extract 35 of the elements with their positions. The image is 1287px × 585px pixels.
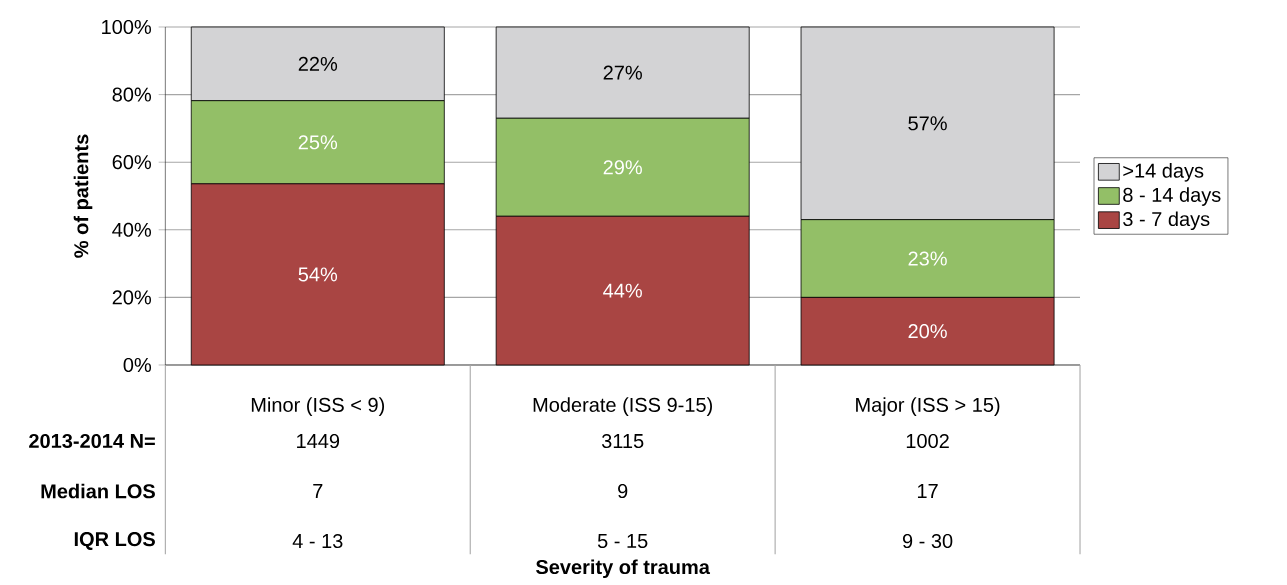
data-label: 22% xyxy=(298,56,338,71)
data-label: 54% xyxy=(298,267,338,282)
text: 4 - 13 xyxy=(292,533,343,549)
y-axis-title: % of patients xyxy=(73,134,93,258)
legend-label: >14 days xyxy=(1123,163,1204,182)
text: 9 xyxy=(618,483,628,499)
x-tick-label: Minor (ISS < 9) xyxy=(251,397,385,416)
text: 5 - 15 xyxy=(597,534,648,548)
text: 2013-2014 N= xyxy=(29,433,155,449)
y-tick-label: 20% xyxy=(112,290,152,305)
x-tick-label: Major (ISS > 15) xyxy=(856,397,1000,416)
data-label: 20% xyxy=(908,324,947,339)
text: 1002 xyxy=(906,433,949,449)
legend-label: 3 - 7 days xyxy=(1123,211,1210,231)
text: 7 xyxy=(313,484,323,498)
text: 3115 xyxy=(601,433,644,449)
text: 1449 xyxy=(297,433,340,449)
data-label: 27% xyxy=(603,65,642,80)
data-label: 25% xyxy=(298,135,338,150)
data-label: 44% xyxy=(603,283,642,298)
text: 9 - 30 xyxy=(902,533,953,549)
y-tick-label: 40% xyxy=(112,222,152,237)
text: Severity of trauma xyxy=(536,559,711,579)
y-tick-label: 80% xyxy=(112,87,152,102)
text: Median LOS xyxy=(41,483,155,499)
legend-label: 8 - 14 days xyxy=(1123,187,1221,206)
data-label: 29% xyxy=(603,160,642,175)
y-tick-label: 60% xyxy=(112,155,152,170)
y-tick-label: 0% xyxy=(123,357,152,373)
data-label: 23% xyxy=(908,251,947,266)
text: 17 xyxy=(917,484,938,498)
text: IQR LOS xyxy=(74,532,155,550)
y-tick-label: 100% xyxy=(102,19,152,35)
data-label: 57% xyxy=(908,116,947,131)
x-tick-label: Moderate (ISS 9-15) xyxy=(533,397,712,416)
